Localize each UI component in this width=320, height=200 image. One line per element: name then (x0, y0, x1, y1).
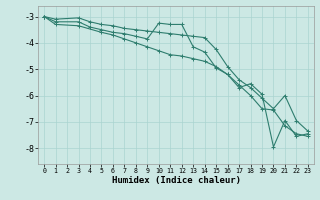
X-axis label: Humidex (Indice chaleur): Humidex (Indice chaleur) (111, 176, 241, 185)
